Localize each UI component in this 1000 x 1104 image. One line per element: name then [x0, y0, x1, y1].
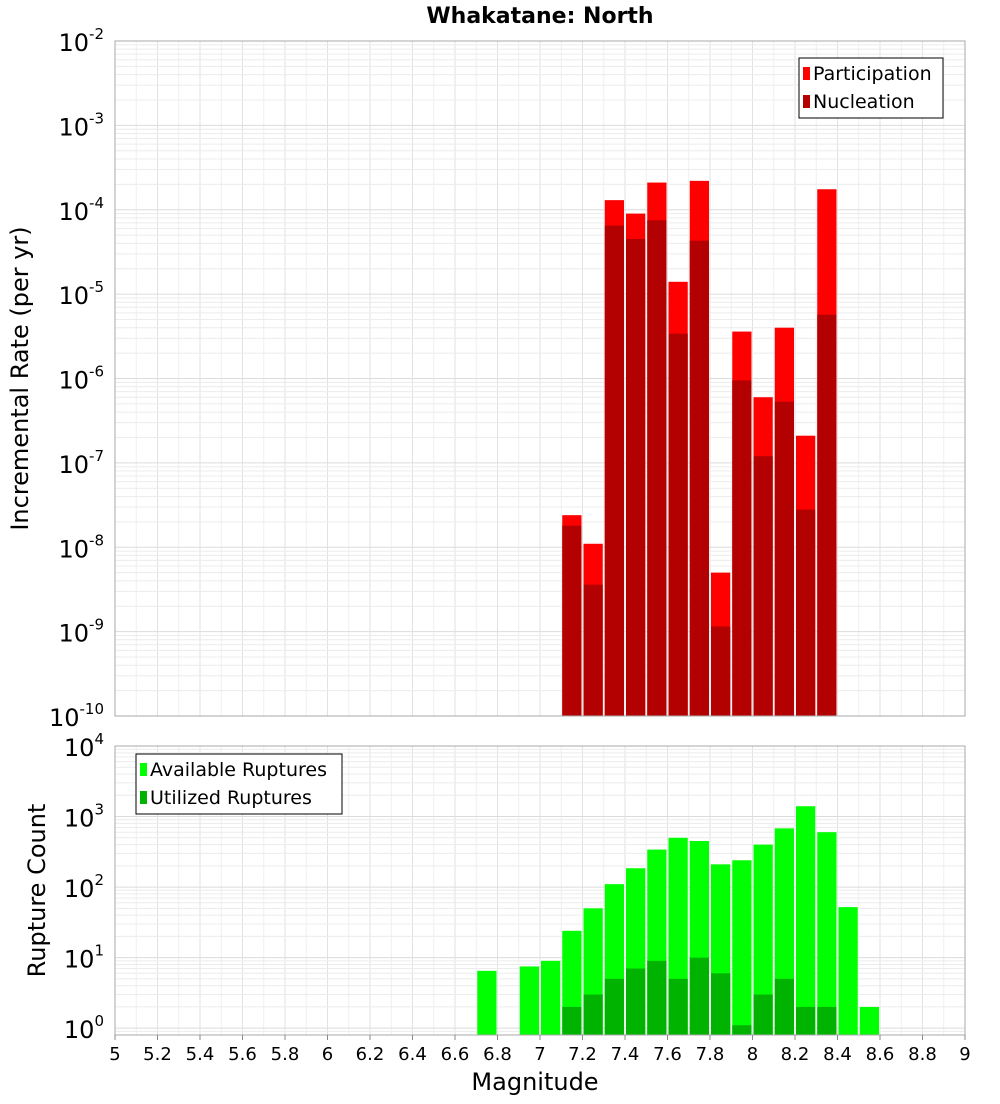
- legend-box: [798, 57, 944, 119]
- bar-nucleation: [647, 220, 667, 717]
- x-tick-label: 8.6: [866, 1044, 895, 1065]
- x-tick-label: 7.8: [696, 1044, 725, 1065]
- legend-swatch: [140, 763, 147, 776]
- bar-available-ruptures: [796, 806, 816, 1035]
- bar-available-ruptures: [817, 832, 837, 1035]
- bar-available-ruptures: [732, 860, 752, 1035]
- y-tick-label: 101: [64, 942, 104, 974]
- bar-nucleation: [626, 239, 646, 716]
- y-tick-label: 102: [64, 871, 104, 903]
- bar-utilized-ruptures: [583, 994, 603, 1035]
- bar-available-ruptures: [541, 960, 561, 1035]
- bar-utilized-ruptures: [668, 978, 688, 1035]
- bar-available-ruptures: [838, 907, 858, 1035]
- x-tick-label: 5.4: [186, 1044, 215, 1065]
- y-tick-label: 10-6: [58, 363, 104, 395]
- bar-utilized-ruptures: [647, 960, 667, 1035]
- x-tick-label: 9: [959, 1044, 970, 1065]
- bar-available-ruptures: [859, 1006, 879, 1035]
- legend-box: [135, 753, 343, 815]
- x-tick-label: 6.2: [356, 1044, 385, 1065]
- bar-nucleation: [562, 525, 582, 716]
- rate-plot: 10-10 10-9 10-8 10-7 10-6 10-5 10-4 10-3 10-2 Inc…: [6, 4, 966, 732]
- legend-label: Participation: [813, 63, 932, 85]
- y-tick-label: 10-9: [58, 616, 104, 648]
- y-axis-label: Incremental Rate (per yr): [6, 226, 34, 530]
- legend-swatch: [803, 95, 810, 108]
- bar-utilized-ruptures: [732, 1025, 752, 1035]
- x-tick-label: 7: [534, 1044, 545, 1065]
- rupture-count-plot: 100 101 102 103 104 Rupture Count 5 5.2 5.4 5.6 5.…: [23, 730, 971, 1096]
- bar-utilized-ruptures: [562, 1006, 582, 1035]
- x-tick-label: 7.2: [568, 1044, 597, 1065]
- y-tick-label: 10-7: [58, 447, 104, 479]
- bar-available-ruptures: [477, 970, 497, 1035]
- grid: [114, 41, 966, 717]
- bar-utilized-ruptures: [689, 957, 709, 1035]
- bar-utilized-ruptures: [626, 968, 646, 1035]
- bar-nucleation: [689, 240, 709, 716]
- bar-utilized-ruptures: [796, 1006, 816, 1035]
- bars: [477, 806, 879, 1035]
- bar-nucleation: [774, 401, 794, 716]
- legend: Participation Nucleation: [798, 57, 944, 119]
- bar-utilized-ruptures: [774, 978, 794, 1035]
- bars: [562, 180, 837, 717]
- x-tick-label: 8.2: [781, 1044, 810, 1065]
- y-tick-label: 10-10: [49, 700, 104, 732]
- bar-nucleation: [753, 456, 773, 716]
- bar-nucleation: [796, 509, 816, 716]
- y-tick-label: 10-8: [58, 531, 104, 563]
- x-tick-label: 5: [109, 1044, 120, 1065]
- x-axis-label: Magnitude: [471, 1068, 598, 1096]
- y-tick-label: 10-5: [58, 278, 104, 310]
- y-axis-label: Rupture Count: [23, 804, 51, 978]
- bar-nucleation: [711, 626, 731, 716]
- y-tick-label: 103: [64, 801, 104, 833]
- y-tick-label: 10-2: [58, 25, 104, 57]
- x-tick-label: 6.6: [441, 1044, 470, 1065]
- x-tick-label: 7.6: [653, 1044, 682, 1065]
- legend-swatch: [140, 791, 147, 804]
- legend-label: Nucleation: [813, 91, 915, 113]
- legend-label: Available Ruptures: [150, 759, 327, 781]
- bar-nucleation: [817, 314, 837, 716]
- chart-title: Whakatane: North: [426, 4, 653, 29]
- bar-nucleation: [668, 333, 688, 716]
- x-tick-label: 8.4: [823, 1044, 852, 1065]
- x-tick-label: 6.8: [483, 1044, 512, 1065]
- bar-utilized-ruptures: [604, 978, 624, 1035]
- bar-nucleation: [732, 380, 752, 716]
- bar-utilized-ruptures: [753, 994, 773, 1035]
- plot-border: [114, 40, 966, 717]
- bar-available-ruptures: [519, 966, 539, 1035]
- legend-swatch: [803, 67, 810, 80]
- legend-label: Utilized Ruptures: [150, 787, 312, 809]
- x-tick-label: 5.8: [271, 1044, 300, 1065]
- y-tick-label: 104: [64, 730, 104, 762]
- x-tick-label: 5.6: [228, 1044, 257, 1065]
- x-tick-label: 7.4: [611, 1044, 640, 1065]
- x-tick-label: 8.8: [908, 1044, 937, 1065]
- x-tick-label: 6: [322, 1044, 333, 1065]
- bar-utilized-ruptures: [817, 1006, 837, 1035]
- bar-utilized-ruptures: [711, 973, 731, 1035]
- x-tick-label: 8: [747, 1044, 758, 1065]
- x-tick-label: 6.4: [398, 1044, 427, 1065]
- bar-available-ruptures: [753, 844, 773, 1035]
- legend: Available Ruptures Utilized Ruptures: [135, 753, 343, 815]
- bar-nucleation: [583, 584, 603, 716]
- y-tick-label: 10-3: [58, 109, 104, 141]
- y-tick-label: 10-4: [58, 194, 104, 226]
- x-tick-label: 5.2: [143, 1044, 172, 1065]
- y-tick-label: 100: [64, 1012, 104, 1044]
- bar-nucleation: [604, 225, 624, 717]
